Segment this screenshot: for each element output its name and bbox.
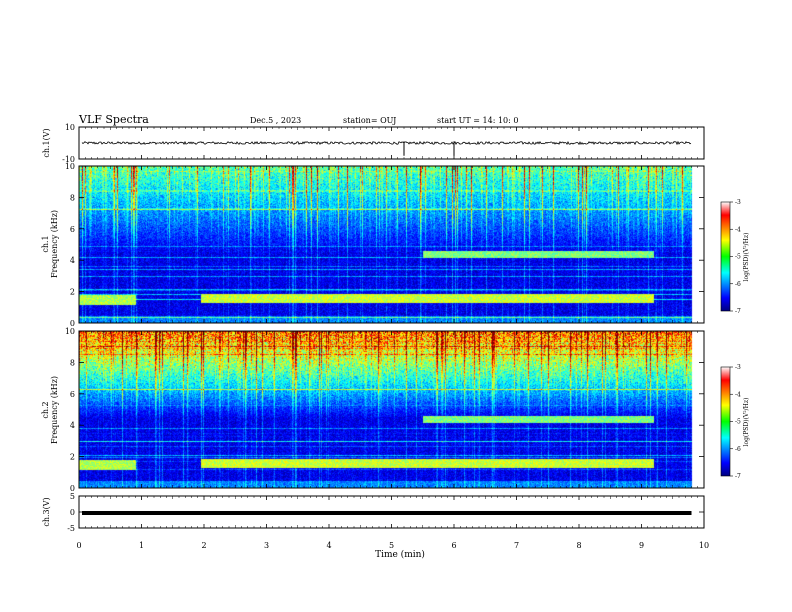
y-tick-label: -10 (62, 155, 75, 164)
ch2-spectrogram-ylabel: ch.2 (41, 401, 50, 418)
x-tick-label: 5 (389, 541, 394, 550)
y-tick-label: 2 (70, 288, 75, 297)
colorbar-tick-label: -5 (735, 254, 741, 261)
ch2-colorbar-scale (720, 366, 731, 477)
ch1-colorbar: -3 -4 -5 -6 -7 log(PSD)(V²/Hz) (720, 199, 750, 315)
ch1-colorbar-label: log(PSD)(V²/Hz) (743, 233, 750, 282)
y-tick-label: 6 (70, 225, 75, 234)
x-tick-label: 4 (326, 541, 331, 550)
time-axis-ticks: 0 1 2 3 4 5 6 7 8 9 10 (76, 127, 709, 550)
ch2-spectrogram-image-holder (79, 331, 704, 488)
time-axis-label: Time (min) (375, 549, 425, 560)
x-tick-label: 6 (451, 541, 456, 550)
ch2-spectrogram-panel: 0 2 4 6 8 10 ch.2 Frequency (kHz) (41, 327, 705, 493)
x-tick-label: 8 (576, 541, 581, 550)
y-tick-label: 5 (70, 492, 75, 501)
ch1-y-ticks: 10 -10 (62, 123, 704, 164)
figure-title: VLF Spectra (78, 113, 149, 126)
y-tick-label: 10 (65, 162, 75, 171)
colorbar-tick-label: -3 (735, 364, 741, 371)
y-tick-label: 6 (70, 390, 75, 399)
colorbar-tick-label: -3 (735, 199, 741, 206)
ch3-waveform-ylabel: ch.3(V) (42, 497, 51, 526)
ch3-y-ticks: 5 0 -5 (67, 492, 704, 533)
colorbar-tick-label: -5 (735, 419, 741, 426)
ch1-spectrogram-ylabel: ch.1 (41, 235, 50, 252)
y-tick-label: 2 (70, 453, 75, 462)
x-tick-label: 9 (639, 541, 644, 550)
ch1-waveform-ylabel: ch.1(V) (42, 128, 51, 157)
y-tick-label: 10 (65, 327, 75, 336)
y-tick-label: 4 (70, 256, 75, 265)
ch1-spectrogram-image (79, 166, 704, 323)
colorbar-tick-label: -7 (735, 473, 741, 480)
x-tick-label: 0 (76, 541, 81, 550)
ch2-colorbar: -3 -4 -5 -6 -7 log(PSD)(V²/Hz) (720, 364, 750, 480)
ch1-frequency-label: Frequency (kHz) (50, 210, 59, 278)
ch1-waveform-trace (81, 140, 692, 146)
colorbar-tick-label: -7 (735, 308, 741, 315)
y-tick-label: 0 (70, 319, 75, 328)
x-tick-label: 10 (699, 541, 709, 550)
ch2-frequency-ticks: 0 2 4 6 8 10 (65, 327, 704, 493)
y-tick-label: 10 (65, 123, 75, 132)
station-label: station= OUJ (343, 116, 396, 125)
ch1-spectrogram-image-holder (79, 166, 704, 323)
colorbar-tick-label: -4 (735, 226, 741, 233)
x-tick-label: 1 (139, 541, 144, 550)
ch1-frequency-ticks: 0 2 4 6 8 10 (65, 162, 704, 328)
y-tick-label: -5 (67, 524, 75, 533)
ch1-spectrogram-panel: 0 2 4 6 8 10 ch.1 Frequency (kHz) (41, 162, 705, 328)
colorbar-tick-label: -6 (735, 281, 741, 288)
start-time-label: start UT = 14: 10: 0 (437, 116, 518, 125)
y-tick-label: 8 (70, 193, 75, 202)
ch1-colorbar-scale (720, 201, 731, 312)
y-tick-label: 0 (70, 484, 75, 493)
ch2-colorbar-label: log(PSD)(V²/Hz) (743, 398, 750, 447)
date-label: Dec.5 , 2023 (250, 116, 301, 125)
ch2-frequency-label: Frequency (kHz) (50, 376, 59, 444)
ch1-colorbar-ticks: -3 -4 -5 -6 -7 (730, 199, 741, 315)
colorbar-tick-label: -6 (735, 446, 741, 453)
ch2-colorbar-ticks: -3 -4 -5 -6 -7 (730, 364, 741, 480)
x-tick-label: 7 (514, 541, 519, 550)
ch1-waveform-panel: 10 -10 ch.1(V) (42, 123, 705, 164)
x-tick-label: 3 (264, 541, 269, 550)
colorbar-tick-label: -4 (735, 391, 741, 398)
y-tick-label: 8 (70, 358, 75, 367)
y-tick-label: 4 (70, 421, 75, 430)
ch2-spectrogram-image (79, 331, 704, 488)
x-tick-label: 2 (201, 541, 206, 550)
y-tick-label: 0 (70, 508, 75, 517)
